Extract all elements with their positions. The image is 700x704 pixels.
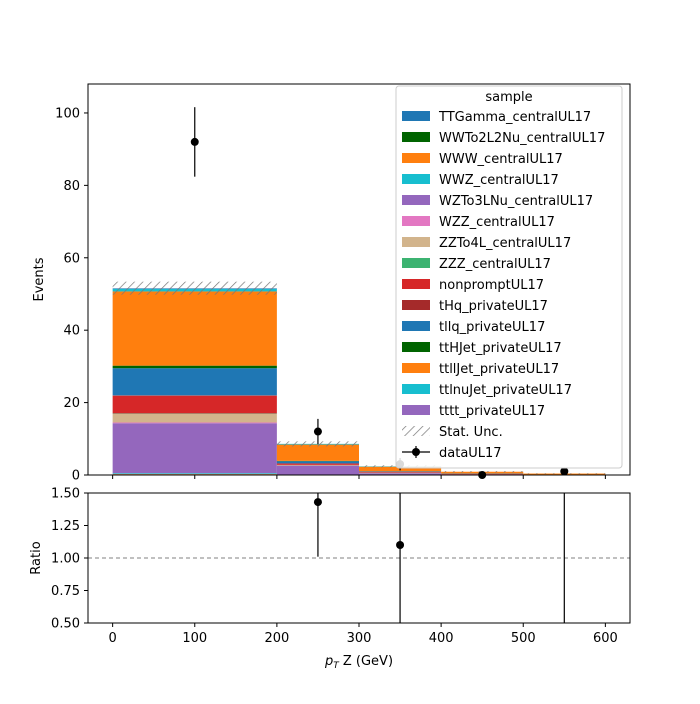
ratio-panel: 0.50 0.75 1.00 1.25 1.50 0 100 200 300 400 500 600 R…: [29, 487, 630, 647]
ratio-frame: [88, 493, 630, 623]
legend-data-marker: [412, 448, 420, 456]
legend-swatch: [402, 216, 430, 226]
legend-swatch: [402, 132, 430, 142]
legend-swatch: [402, 174, 430, 184]
bar-tllq_privateUL17-bin2: [359, 471, 441, 472]
legend-entry: tttt_privateUL17: [439, 404, 545, 419]
data-point: [314, 428, 322, 436]
legend-entry: WWTo2L2Nu_centralUL17: [439, 131, 605, 146]
ratio-y-tick-label: 0.50: [51, 617, 80, 632]
y-axis-label: Events: [32, 257, 47, 301]
bar-nonpromptUL17-bin0: [113, 396, 277, 414]
ratio-point: [314, 498, 322, 506]
bar-ttllJet_privateUL17-bin0: [113, 291, 277, 365]
legend-entry: WWW_centralUL17: [439, 152, 563, 167]
legend-swatch: [402, 153, 430, 163]
legend-entry: ZZTo4L_centralUL17: [439, 236, 571, 251]
legend-entry: ttlnuJet_privateUL17: [439, 383, 572, 398]
legend-entry: TTGamma_centralUL17: [438, 110, 591, 125]
bar-ZZTo4L_centralUL17-bin1: [277, 465, 359, 466]
legend-entry: tllq_privateUL17: [439, 320, 545, 335]
legend-entry: dataUL17: [439, 446, 502, 461]
bar-ttllJet_privateUL17-bin1: [277, 445, 359, 461]
legend-swatch: [402, 279, 430, 289]
ratio-y-tick-label: 0.75: [51, 584, 80, 599]
legend: sample TTGamma_centralUL17 WWTo2L2Nu_centr…: [396, 86, 622, 468]
legend-swatch: [402, 237, 430, 247]
bar-WZZ_centralUL17-bin0: [113, 423, 277, 424]
y-tick-label: 80: [63, 179, 80, 194]
bar-WZTo3LNu_centralUL17-bin1: [277, 466, 359, 475]
x-tick-label: 200: [264, 631, 289, 646]
legend-swatch: [402, 384, 430, 394]
legend-swatch: [402, 111, 430, 121]
legend-entry: Stat. Unc.: [439, 425, 503, 440]
legend-swatch: [402, 258, 430, 268]
x-tick-label: 100: [182, 631, 207, 646]
bar-WWZ_centralUL17-bin0: [113, 473, 277, 474]
legend-entry: WWZ_centralUL17: [439, 173, 559, 188]
x-tick-label: 400: [429, 631, 454, 646]
bar-tllq_privateUL17-bin0: [113, 368, 277, 395]
y-tick-label: 40: [63, 324, 80, 339]
y-tick-label: 20: [63, 396, 80, 411]
x-tick-label: 500: [511, 631, 536, 646]
legend-swatch: [402, 195, 430, 205]
y-tick-label: 0: [72, 469, 80, 484]
ratio-point: [396, 541, 404, 549]
data-point: [560, 467, 568, 475]
legend-entry: WZTo3LNu_centralUL17: [439, 194, 593, 209]
ratio-y-tick-label: 1.00: [51, 552, 80, 567]
bar-nonpromptUL17-bin2: [359, 472, 441, 473]
y-tick-label: 100: [55, 106, 80, 121]
ratio-y-tick-label: 1.50: [51, 487, 80, 502]
x-tick-label: 0: [108, 631, 116, 646]
legend-swatch: [402, 405, 430, 415]
legend-swatch: [402, 342, 430, 352]
legend-entry: WZZ_centralUL17: [439, 215, 555, 230]
bar-WZTo3LNu_centralUL17-bin0: [113, 423, 277, 473]
data-point: [191, 138, 199, 146]
ratio-y-axis-label: Ratio: [29, 541, 44, 574]
stat-unc-bin0: [113, 282, 277, 295]
legend-entry: ttHJet_privateUL17: [439, 341, 562, 356]
bar-nonpromptUL17-bin1: [277, 463, 359, 464]
x-tick-label: 300: [347, 631, 372, 646]
legend-swatch: [402, 321, 430, 331]
legend-entry: tHq_privateUL17: [439, 299, 548, 314]
bar-ttHJet_privateUL17-bin0: [113, 366, 277, 369]
legend-swatch-stat-unc: [402, 426, 430, 436]
legend-title: sample: [485, 90, 532, 105]
bar-tllq_privateUL17-bin1: [277, 461, 359, 463]
legend-swatch: [402, 363, 430, 373]
y-tick-label: 60: [63, 251, 80, 266]
legend-swatch: [402, 300, 430, 310]
ratio-y-tick-label: 1.25: [51, 519, 80, 534]
legend-entry: ZZZ_centralUL17: [439, 257, 551, 272]
x-tick-label: 600: [593, 631, 618, 646]
legend-entry: ttllJet_privateUL17: [439, 362, 559, 377]
x-axis-label: pT Z (GeV): [324, 654, 393, 671]
legend-entry: nonpromptUL17: [439, 278, 544, 293]
bar-ZZTo4L_centralUL17-bin0: [113, 414, 277, 423]
